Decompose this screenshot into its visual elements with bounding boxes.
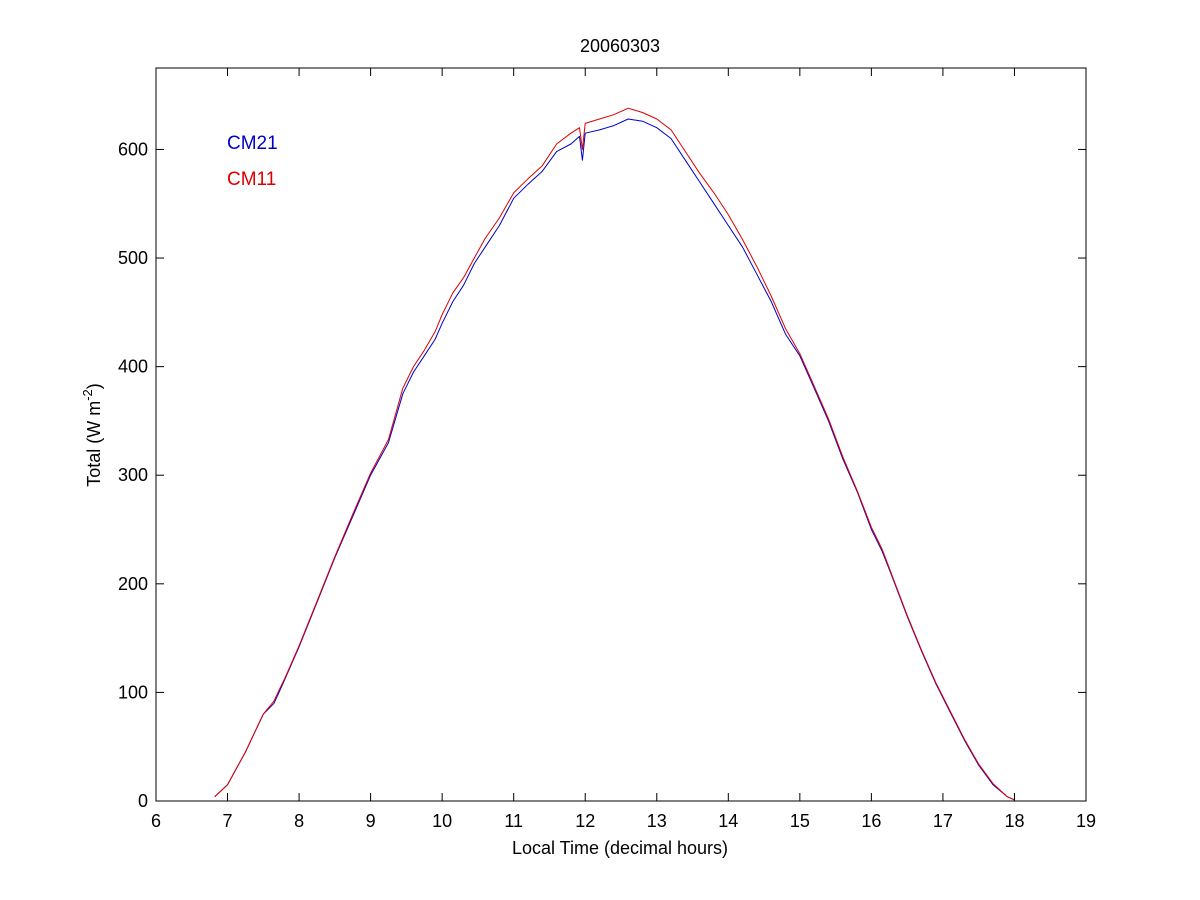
y-tick-label: 200	[118, 574, 148, 594]
series-line-cm21	[214, 118, 1015, 801]
y-tick-label: 300	[118, 465, 148, 485]
x-tick-label: 6	[151, 811, 161, 831]
x-tick-label: 10	[432, 811, 452, 831]
x-axis-label: Local Time (decimal hours)	[512, 838, 728, 858]
y-tick-label: 400	[118, 357, 148, 377]
y-tick-label: 0	[138, 791, 148, 811]
x-tick-label: 16	[861, 811, 881, 831]
x-tick-label: 12	[575, 811, 595, 831]
x-tick-label: 19	[1076, 811, 1096, 831]
x-axis: 6 7 8 9 10 11 12 13 14 15 16 17 18 19	[151, 68, 1096, 831]
y-axis-label-superscript: -2	[80, 389, 95, 401]
x-tick-label: 11	[504, 811, 523, 831]
x-tick-label: 8	[294, 811, 304, 831]
y-axis-label-main: Total (W m	[84, 401, 104, 487]
x-tick-label: 13	[647, 811, 667, 831]
legend-entry-cm21: CM21	[227, 133, 278, 154]
x-tick-label: 7	[223, 811, 233, 831]
legend: CM21 CM11	[227, 133, 278, 190]
plot-area	[214, 107, 1015, 801]
legend-entry-cm11: CM11	[227, 169, 276, 190]
series-line-cm11	[214, 107, 1015, 801]
x-tick-label: 14	[718, 811, 738, 831]
x-tick-label: 15	[790, 811, 810, 831]
y-axis-label-close: )	[84, 383, 104, 389]
y-axis: 0 100 200 300 400 500 600	[118, 139, 1086, 811]
y-tick-label: 600	[118, 139, 148, 159]
x-tick-label: 18	[1004, 811, 1024, 831]
y-tick-label: 500	[118, 248, 148, 268]
y-tick-label: 100	[118, 682, 148, 702]
x-tick-label: 17	[933, 811, 953, 831]
chart-title: 20060303	[580, 36, 660, 56]
y-axis-label: Total (W m-2)	[80, 383, 104, 487]
axes-box	[155, 67, 1087, 802]
x-tick-label: 9	[366, 811, 376, 831]
